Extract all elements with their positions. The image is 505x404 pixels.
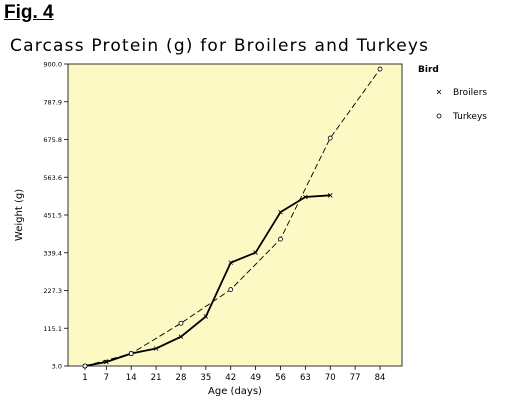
x-tick-label: 63 — [300, 373, 311, 383]
turkeys-point — [377, 66, 383, 72]
x-tick-label: 35 — [200, 373, 211, 383]
plot-area — [67, 63, 403, 367]
y-tick-label: 3.0 — [52, 363, 62, 371]
figure-label: Fig. 4 — [4, 2, 54, 23]
legend-title: Bird — [418, 65, 439, 75]
turkeys-point — [278, 236, 283, 242]
broilers-point — [203, 314, 209, 319]
broilers-point — [153, 346, 159, 351]
x-tick-label: 70 — [325, 373, 336, 383]
turkeys-point — [82, 363, 88, 369]
x-tick-label: 42 — [225, 373, 236, 383]
legend-marker-turkeys — [436, 113, 442, 119]
y-tick-label: 900.0 — [43, 61, 62, 69]
y-tick-label: 451.5 — [43, 212, 62, 220]
x-axis-label: Age (days) — [208, 386, 262, 397]
x-axis: 1 7 14 21 28 35 42 49 56 63 70 77 84 — [82, 366, 385, 383]
x-tick-label: 56 — [275, 373, 286, 383]
broilers-point — [303, 194, 308, 200]
x-tick-label: 77 — [350, 373, 361, 383]
legend-label-turkeys: Turkeys — [452, 112, 487, 122]
y-tick-label: 115.1 — [43, 325, 62, 333]
turkeys-point — [327, 135, 333, 141]
turkeys-point — [178, 320, 184, 326]
y-tick-label: 339.4 — [43, 249, 62, 257]
chart-title: Carcass Protein (g) for Broilers and Tur… — [10, 36, 430, 56]
x-tick-label: 84 — [375, 373, 386, 383]
y-tick-label: 227.3 — [43, 287, 62, 295]
legend-label-broilers: Broilers — [453, 88, 487, 98]
broilers-point — [253, 250, 258, 255]
turkeys-point — [128, 351, 134, 356]
broilers-point — [327, 193, 333, 198]
broilers-point — [228, 260, 234, 265]
x-tick-label: 14 — [126, 373, 137, 383]
x-tick-label: 1 — [82, 373, 87, 383]
y-axis-label: Weight (g) — [14, 189, 25, 241]
x-tick-label: 49 — [250, 373, 261, 383]
legend: Bird Broilers Turkeys — [418, 65, 487, 122]
x-tick-label: 7 — [104, 373, 109, 383]
y-tick-label: 675.8 — [43, 136, 62, 144]
broilers-point — [178, 334, 184, 339]
series-layer — [82, 66, 383, 369]
x-tick-label: 21 — [151, 373, 162, 383]
y-tick-label: 563.6 — [43, 174, 62, 182]
y-tick-label: 787.9 — [43, 98, 62, 106]
legend-marker-broilers — [436, 89, 442, 95]
x-tick-label: 28 — [176, 373, 187, 383]
broilers-point — [278, 209, 283, 215]
turkeys-point — [228, 287, 234, 292]
y-axis: 3.0 115.1 227.3 339.4 451.5 563.6 675.8 787.9 90… — [43, 61, 68, 371]
